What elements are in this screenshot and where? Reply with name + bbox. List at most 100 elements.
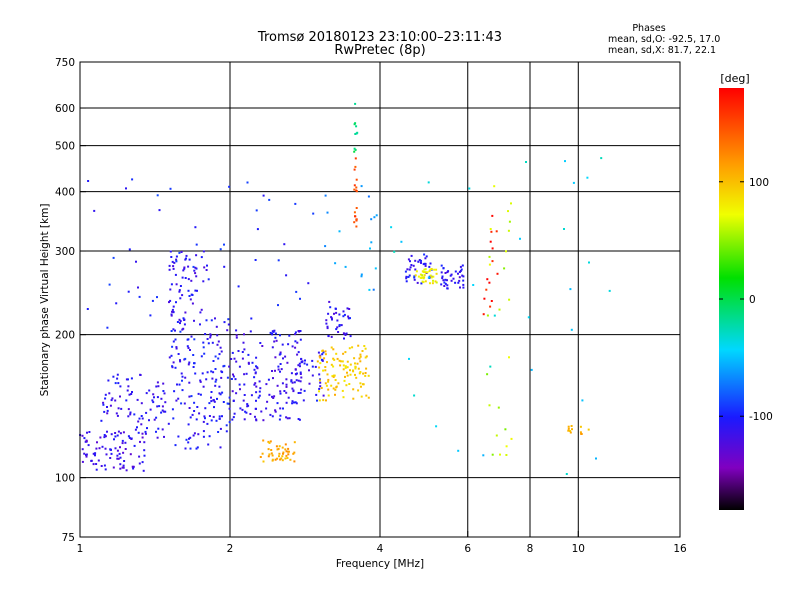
data-point [87, 180, 90, 182]
data-point [116, 434, 119, 437]
data-point [340, 360, 342, 363]
data-point [428, 265, 431, 268]
data-point [353, 150, 356, 153]
data-point [179, 322, 181, 325]
data-point [196, 406, 199, 408]
data-point [294, 333, 297, 336]
data-point [269, 440, 272, 443]
data-point [429, 262, 432, 265]
data-point [106, 326, 109, 329]
data-point [441, 277, 444, 280]
data-point [127, 378, 129, 381]
data-point [276, 402, 279, 405]
data-point [508, 298, 511, 301]
data-point [295, 290, 298, 293]
data-point [127, 415, 130, 418]
data-point [174, 329, 176, 332]
data-point [427, 276, 430, 279]
data-point [324, 194, 327, 197]
data-point [489, 240, 492, 243]
data-point [318, 390, 320, 393]
data-point [412, 264, 415, 267]
data-point [265, 383, 268, 386]
data-point [119, 446, 121, 449]
data-point [493, 185, 496, 188]
data-point [276, 448, 279, 451]
data-point [208, 402, 211, 405]
data-point [265, 407, 268, 410]
data-point [237, 350, 240, 352]
data-point [194, 272, 197, 275]
data-point [181, 276, 184, 279]
data-point [189, 349, 191, 351]
data-point [210, 400, 213, 403]
x-tick-label: 2 [227, 543, 234, 555]
data-point [339, 364, 342, 367]
data-point [315, 393, 318, 396]
data-point [414, 268, 417, 271]
data-point [276, 457, 279, 460]
data-point [111, 397, 114, 400]
data-point [295, 402, 298, 405]
data-point [198, 412, 201, 415]
data-point [508, 220, 511, 223]
data-point [132, 465, 135, 468]
data-point [156, 405, 159, 408]
data-point [425, 255, 428, 258]
data-point [424, 280, 427, 283]
data-point [287, 396, 290, 399]
data-point [205, 269, 208, 271]
data-point [299, 338, 302, 341]
data-point [249, 330, 252, 333]
data-point [330, 316, 333, 319]
data-point [138, 455, 141, 458]
data-point [210, 391, 213, 393]
data-point [334, 262, 337, 265]
data-point [235, 329, 238, 332]
data-point [357, 389, 360, 392]
data-point [209, 333, 212, 336]
data-point [279, 407, 282, 410]
data-point [357, 367, 360, 370]
data-point [181, 389, 184, 392]
colorbar-tick-label: 100 [749, 177, 769, 189]
data-point [87, 444, 90, 447]
data-point [94, 452, 97, 455]
data-point [133, 444, 136, 447]
data-point [564, 160, 566, 163]
data-point [435, 281, 438, 284]
data-point [204, 333, 207, 335]
data-point [119, 463, 122, 466]
data-point [442, 279, 445, 282]
data-point [255, 356, 258, 359]
data-point [459, 286, 461, 289]
data-point [279, 363, 282, 365]
data-point [168, 268, 171, 271]
data-point [346, 371, 348, 374]
data-point [185, 254, 188, 257]
data-point [410, 264, 413, 266]
data-point [311, 359, 314, 362]
data-point [199, 393, 202, 396]
data-point [86, 431, 88, 434]
data-point [141, 432, 144, 435]
data-point [117, 407, 120, 410]
data-point [218, 417, 221, 420]
data-point [297, 364, 300, 367]
data-point [205, 378, 208, 381]
data-point [567, 427, 570, 430]
data-point [145, 392, 148, 395]
data-point [304, 359, 306, 362]
data-point [156, 194, 159, 197]
data-point [169, 299, 172, 302]
data-point [256, 367, 259, 370]
data-point [357, 344, 360, 347]
data-point [125, 469, 128, 472]
data-point [262, 419, 265, 422]
data-point [190, 335, 193, 338]
data-point [241, 408, 244, 411]
data-point [116, 414, 119, 417]
data-point [179, 359, 181, 362]
data-point [160, 397, 163, 400]
data-point [446, 287, 449, 290]
